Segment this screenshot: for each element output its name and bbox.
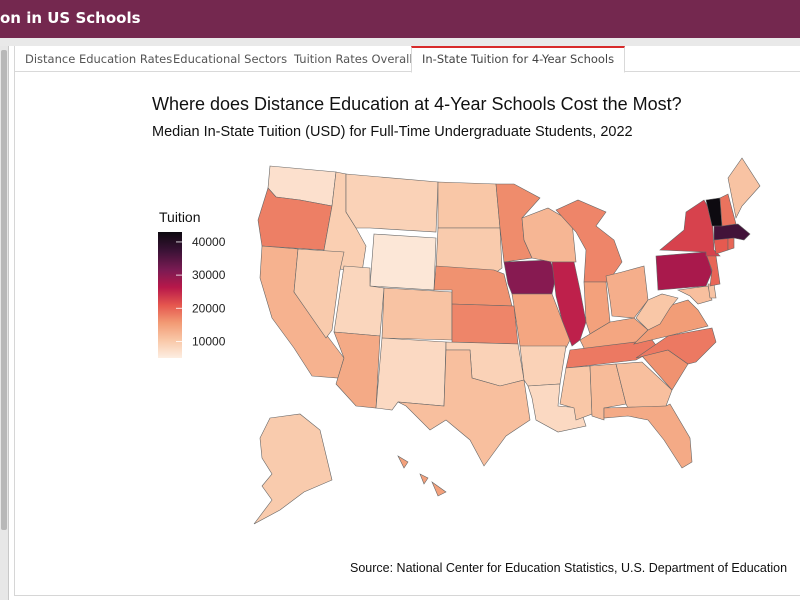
scrollbar-thumb[interactable] [1,50,7,530]
us-states-map [253,157,761,525]
chart-title: Where does Distance Education at 4-Year … [152,94,682,114]
legend-tick-label: 40000 [192,235,226,249]
state-WY [369,233,437,291]
legend-title: Tuition [159,209,201,225]
tab-educational-sectors[interactable]: Educational Sectors [173,52,288,66]
state-OH [605,265,649,319]
header-divider [0,38,800,46]
tab-distance-education-rates[interactable]: Distance Education Rates [25,52,173,66]
state-CT [713,237,729,255]
state-IA [503,259,557,295]
tab-tuition-rates-overall[interactable]: Tuition Rates Overall [294,52,413,66]
state-WV [635,293,679,331]
legend-ticks: 40000 30000 20000 10000 [176,235,226,348]
state-NM [375,337,447,411]
chart-caption: Source: National Center for Education St… [350,561,787,575]
state-CO [381,287,453,341]
state-MT [345,173,439,233]
state-MI [555,199,623,283]
chart-subtitle: Median In-State Tuition (USD) for Full-T… [152,124,633,140]
state-MA [713,223,751,241]
state-AK [253,413,333,525]
state-ME [727,157,761,219]
state-PA [655,251,713,291]
state-AR [519,345,567,387]
state-NV [293,248,345,339]
state-FL [603,403,693,469]
legend-colorbar [158,232,182,358]
state-KS [451,303,519,345]
state-RI [727,237,735,251]
tab-in-state-tuition[interactable]: In-State Tuition for 4-Year Schools [411,46,626,73]
tab-bar: Distance Education Rates Educational Sec… [15,46,800,73]
state-ND [437,181,501,229]
state-TX [397,349,531,467]
app-header: on in US Schools [0,0,800,38]
state-AZ [333,331,381,409]
sidebar-scrollbar[interactable] [0,46,9,600]
state-NH [719,193,737,227]
state-LA [527,383,587,433]
legend-tick-label: 10000 [192,334,226,348]
state-NY [659,199,721,257]
app-title: on in US Schools [0,9,141,27]
legend-tick-label: 30000 [192,268,226,282]
state-HI [397,455,447,497]
legend-tick-label: 20000 [192,301,226,315]
state-NC [635,327,717,365]
state-MD [676,285,713,305]
state-SD [435,227,503,275]
state-MO [511,293,571,349]
